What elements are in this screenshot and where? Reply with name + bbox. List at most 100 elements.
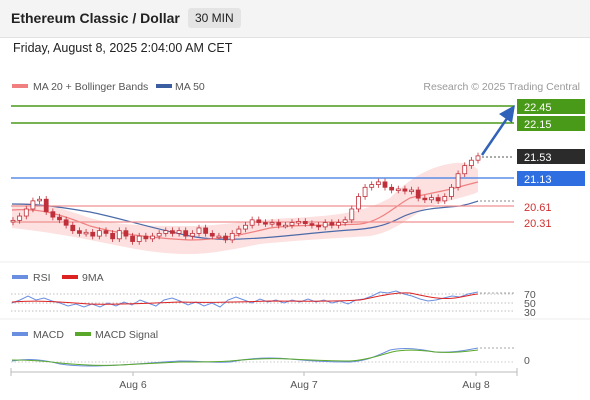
candle-body (249, 219, 255, 226)
legend-swatch-macd (12, 332, 28, 336)
candle-body (442, 196, 448, 202)
candle-body (316, 224, 321, 228)
candles (10, 152, 481, 245)
forecast-arrow (480, 105, 515, 156)
level-tag-22-45: 22.45 (524, 102, 552, 114)
candle-body (116, 230, 122, 240)
level-tag-22-15-bg (517, 116, 585, 131)
candle-body (282, 224, 288, 228)
candle-body (10, 219, 16, 223)
candle-body (336, 222, 341, 226)
candle-body (302, 221, 308, 225)
legend-label-ma20: MA 20 + Bollinger Bands (33, 81, 148, 93)
candle-body (130, 235, 135, 242)
legend-swatch-rsi-ma (62, 275, 78, 279)
legend-label-rsi: RSI (33, 272, 51, 284)
candle-body (356, 196, 361, 210)
level-tag-21-53: 21.53 (524, 152, 552, 164)
rsi-tick-50: 50 (524, 298, 536, 310)
candle-body (429, 197, 434, 201)
candle-body (23, 208, 29, 217)
candle-body (382, 181, 388, 188)
level-tag-21-13-bg (517, 171, 585, 186)
main-legend: MA 20 + Bollinger Bands MA 50 Research ©… (12, 81, 580, 93)
macd-line (11, 347, 479, 367)
candle-body (435, 197, 441, 202)
candle-body (216, 235, 222, 239)
candle-body (329, 222, 335, 226)
candle-body (143, 235, 149, 240)
candle-body (415, 189, 421, 199)
candle-body (176, 230, 182, 234)
candle-body (17, 215, 23, 221)
candle-body (322, 222, 328, 228)
candle-body (83, 231, 89, 235)
level-tags: 22.45 22.15 21.53 21.13 20.61 20.31 (517, 99, 585, 230)
x-tick-aug8: Aug 8 (462, 379, 490, 391)
rsi-ma-line (11, 292, 479, 305)
candle-body (70, 224, 76, 232)
candle-body (263, 222, 268, 225)
rsi-legend: RSI 9MA (12, 272, 104, 284)
candle-body (349, 208, 355, 221)
legend-label-ma50: MA 50 (175, 81, 205, 93)
candle-body (57, 216, 62, 221)
candle-body (475, 155, 481, 161)
level-tag-22-45-bg (517, 99, 585, 114)
candle-body (209, 232, 215, 237)
level-tag-20-31: 20.31 (524, 218, 552, 230)
candle-body (369, 184, 375, 188)
candle-body (50, 211, 56, 218)
candle-body (309, 223, 315, 226)
candle-body (203, 227, 209, 234)
candle-body (43, 198, 49, 213)
legend-swatch-rsi (12, 275, 28, 279)
timeframe-badge[interactable]: 30 MIN (188, 8, 241, 28)
x-tick-aug7: Aug 7 (290, 379, 318, 391)
candle-body (455, 173, 461, 188)
legend-label-macd-signal: MACD Signal (95, 329, 158, 341)
rsi-tick-70: 70 (524, 289, 536, 301)
candle-body (342, 219, 348, 223)
candle-body (63, 219, 69, 226)
chart-title: Ethereum Classic / Dollar (11, 10, 180, 26)
candle-body (402, 188, 408, 192)
candle-body (77, 230, 82, 234)
candle-body (243, 224, 248, 230)
level-tag-21-13: 21.13 (524, 174, 552, 186)
candle-body (123, 230, 129, 237)
level-lines (11, 105, 514, 223)
candle-body (276, 222, 282, 226)
candle-body (422, 197, 428, 201)
candle-body (170, 230, 175, 234)
candle-body (110, 232, 116, 240)
chart-header: Ethereum Classic / Dollar 30 MIN (0, 0, 590, 38)
macd-signal-line (11, 349, 479, 366)
chart-datetime: Friday, August 8, 2025 2:04:00 AM CET (13, 41, 233, 55)
legend-label-macd: MACD (33, 329, 64, 341)
candle-body (90, 231, 96, 237)
candle-body (183, 230, 189, 237)
candle-body (136, 235, 142, 242)
candle-body (289, 222, 295, 226)
candle-body (462, 165, 468, 175)
candle-body (156, 232, 162, 237)
rsi-tick-30: 30 (524, 307, 536, 319)
candle-body (223, 235, 228, 241)
candle-body (269, 222, 275, 225)
candle-body (389, 186, 395, 191)
legend-label-rsi-ma: 9MA (82, 272, 104, 284)
level-tag-21-53-bg (517, 149, 585, 164)
candle-body (362, 186, 368, 197)
level-tag-20-61: 20.61 (524, 202, 552, 214)
level-tag-22-15: 22.15 (524, 119, 552, 131)
candle-body (150, 235, 155, 240)
candle-body (103, 230, 109, 234)
candle-body (449, 186, 454, 197)
candle-body (37, 198, 42, 202)
candle-body (236, 228, 242, 234)
candle-body (395, 188, 401, 191)
macd-legend: MACD MACD Signal (12, 329, 158, 341)
ma50-line (11, 200, 479, 240)
